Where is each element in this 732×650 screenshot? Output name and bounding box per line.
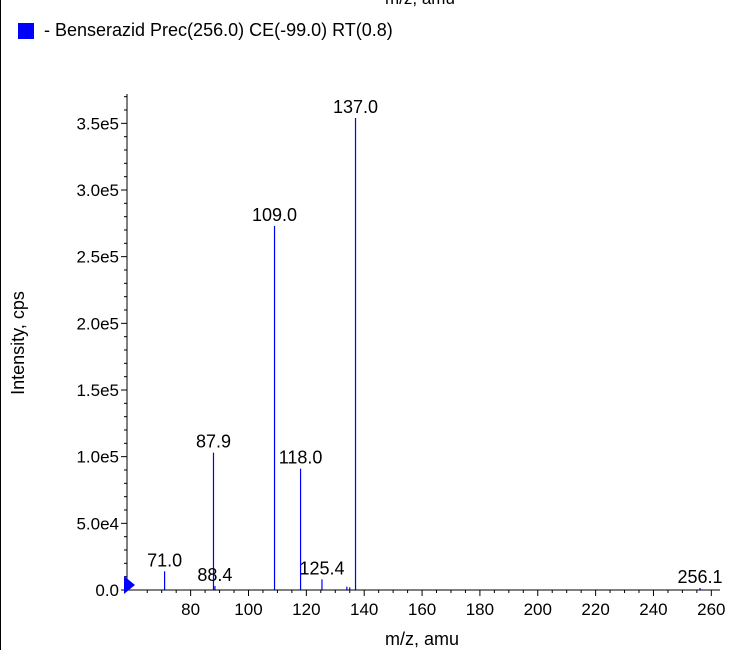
- legend-label: - Benserazid Prec(256.0) CE(-99.0) RT(0.…: [44, 20, 393, 40]
- x-tick-label: 180: [466, 600, 494, 619]
- peak-label: 118.0: [279, 448, 323, 468]
- peak-label: 71.0: [147, 550, 182, 570]
- peak-label: 109.0: [252, 205, 297, 225]
- x-tick-label: 200: [524, 600, 552, 619]
- x-tick-label: 260: [697, 600, 725, 619]
- peak-label: 137.0: [333, 97, 378, 117]
- y-axis-title: Intensity, cps: [8, 291, 28, 395]
- peak-label: 87.9: [196, 432, 231, 452]
- y-tick-label: 5.0e4: [76, 514, 119, 533]
- y-tick-label: 1.0e5: [76, 448, 119, 467]
- x-tick-label: 100: [234, 600, 262, 619]
- x-tick-label: 80: [181, 600, 200, 619]
- y-tick-label: 1.5e5: [76, 381, 119, 400]
- legend-swatch: [18, 22, 34, 39]
- x-tick-label: 140: [350, 600, 378, 619]
- y-tick-label: 2.0e5: [76, 314, 119, 333]
- x-tick-label: 220: [581, 600, 609, 619]
- peak-label: 256.1: [678, 567, 723, 587]
- peak-label: 125.4: [299, 558, 344, 578]
- legend: - Benserazid Prec(256.0) CE(-99.0) RT(0.…: [18, 20, 393, 41]
- y-tick-label: 0.0: [95, 581, 119, 600]
- x-tick-label: 160: [408, 600, 436, 619]
- peak-label: 88.4: [197, 565, 232, 585]
- left-border: [0, 0, 1, 650]
- x-tick-label: 240: [639, 600, 667, 619]
- x-axis-title: m/z, amu: [385, 629, 459, 649]
- y-tick-label: 3.0e5: [76, 181, 119, 200]
- origin-marker: [124, 576, 135, 594]
- x-tick-label: 120: [292, 600, 320, 619]
- y-tick-label: 2.5e5: [76, 248, 119, 267]
- clipped-top-label: m/z, amu: [385, 0, 455, 9]
- y-tick-label: 3.5e5: [76, 114, 119, 133]
